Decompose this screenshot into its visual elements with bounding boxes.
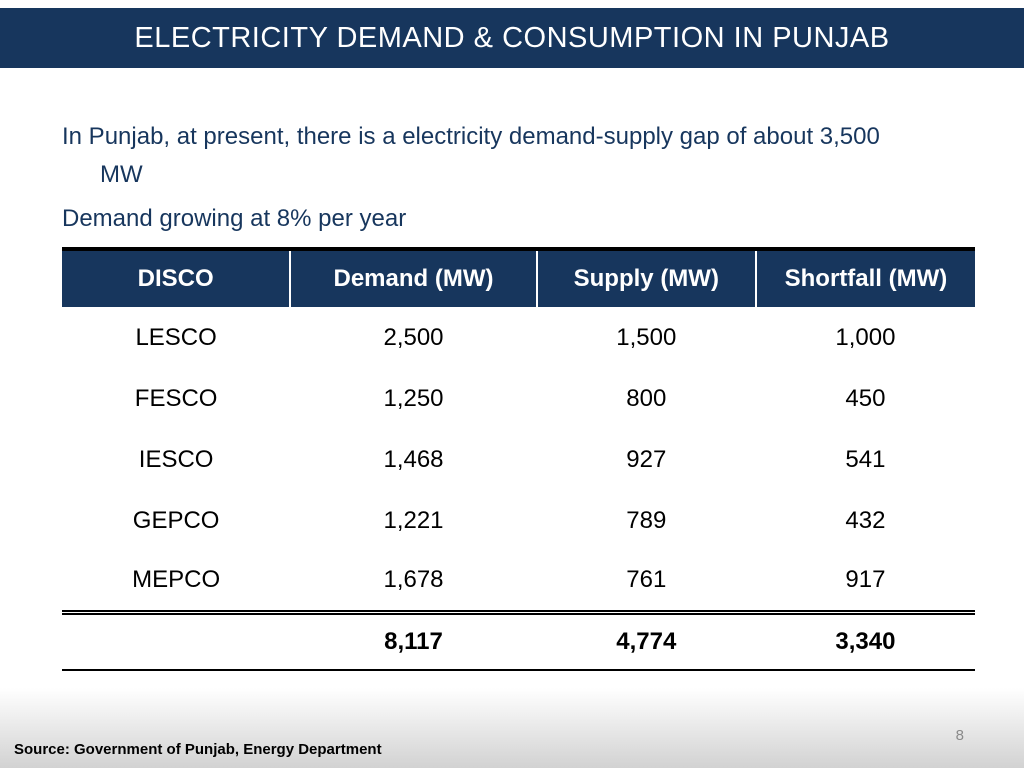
cell-supply: 761 xyxy=(536,551,756,612)
gap-text: In Punjab, at present, there is a electr… xyxy=(62,123,880,150)
table-header-row: DISCO Demand (MW) Supply (MW) Shortfall … xyxy=(62,247,975,307)
cell-disco: MEPCO xyxy=(62,551,291,612)
title-banner: ELECTRICITY DEMAND & CONSUMPTION IN PUNJ… xyxy=(0,8,1024,68)
cell-supply: 927 xyxy=(536,429,756,490)
slide-bottom-gradient xyxy=(0,688,1024,768)
column-header-demand: Demand (MW) xyxy=(289,247,537,307)
table-row-mepco: MEPCO 1,678 761 917 xyxy=(62,551,975,612)
column-header-disco: DISCO xyxy=(62,247,291,307)
cell-shortfall: 432 xyxy=(755,490,975,551)
total-cell-supply: 4,774 xyxy=(536,609,756,671)
table-row-lesco: LESCO 2,500 1,500 1,000 xyxy=(62,307,975,368)
disco-demand-table: DISCO Demand (MW) Supply (MW) Shortfall … xyxy=(62,247,975,671)
cell-supply: 800 xyxy=(536,368,756,429)
table-row-iesco: IESCO 1,468 927 541 xyxy=(62,429,975,490)
source-text: Source: Government of Punjab, Energy Dep… xyxy=(14,741,382,758)
cell-demand: 1,678 xyxy=(290,551,537,612)
gap-text-continuation: MW xyxy=(100,161,143,188)
cell-shortfall: 1,000 xyxy=(755,307,975,368)
cell-demand: 2,500 xyxy=(290,307,537,368)
cell-shortfall: 541 xyxy=(755,429,975,490)
cell-disco: LESCO xyxy=(62,307,291,368)
total-cell-shortfall: 3,340 xyxy=(755,609,975,671)
total-cell-blank xyxy=(62,609,291,671)
slide-title: ELECTRICITY DEMAND & CONSUMPTION IN PUNJ… xyxy=(134,21,890,54)
cell-shortfall: 450 xyxy=(755,368,975,429)
cell-demand: 1,221 xyxy=(290,490,537,551)
demand-supply-gap-paragraph: In Punjab, at present, there is a electr… xyxy=(62,118,977,194)
page-number: 8 xyxy=(955,727,964,744)
cell-supply: 1,500 xyxy=(536,307,756,368)
cell-disco: IESCO xyxy=(62,429,291,490)
total-cell-demand: 8,117 xyxy=(290,609,537,671)
cell-shortfall: 917 xyxy=(755,551,975,612)
column-header-shortfall: Shortfall (MW) xyxy=(754,247,975,307)
cell-supply: 789 xyxy=(536,490,756,551)
intro-text-block: In Punjab, at present, there is a electr… xyxy=(62,118,977,238)
demand-growth-paragraph: Demand growing at 8% per year xyxy=(62,205,407,232)
table-total-row: 8,117 4,774 3,340 xyxy=(62,609,975,671)
table-row-gepco: GEPCO 1,221 789 432 xyxy=(62,490,975,551)
cell-disco: GEPCO xyxy=(62,490,291,551)
cell-demand: 1,250 xyxy=(290,368,537,429)
column-header-supply: Supply (MW) xyxy=(535,247,756,307)
cell-demand: 1,468 xyxy=(290,429,537,490)
cell-disco: FESCO xyxy=(62,368,291,429)
table-row-fesco: FESCO 1,250 800 450 xyxy=(62,368,975,429)
